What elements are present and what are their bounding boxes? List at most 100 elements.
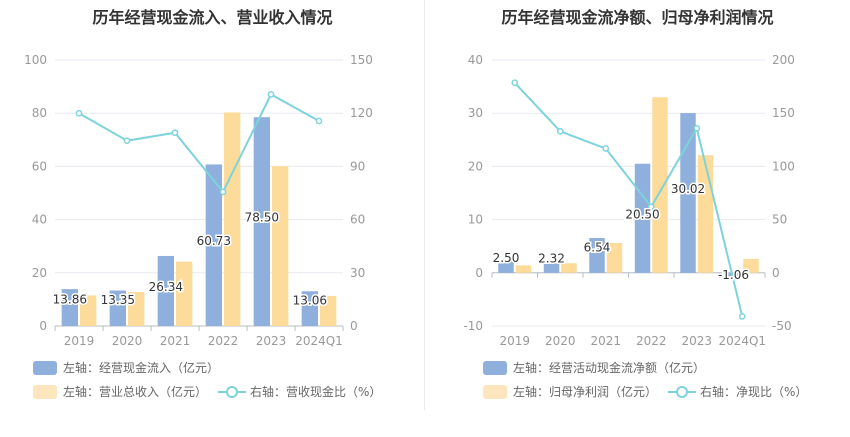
bar-data-label: 13.06 [293,294,327,308]
legend-label: 右轴：营收现金比（%） [250,385,382,399]
legend-revenue-cash-ratio[interactable]: 右轴：营收现金比（%） [218,383,381,400]
x-category-label: 2024Q1 [295,334,343,348]
bar-yellow [272,166,289,326]
y-right-tick-label: 60 [350,213,365,227]
legend-label: 右轴：净现比（%） [700,385,808,399]
x-category-label: 2020 [545,334,576,348]
legend-swatch-yellow [33,384,57,399]
right-chart-panel: 历年经营现金流净额、归母净利润情况 -10 -50 0 0 10 50 20 100 30 150… [425,0,850,437]
right-chart-title: 历年经营现金流净额、归母净利润情况 [501,8,774,27]
x-category-label: 2019 [64,334,95,348]
bar-data-label: 78.50 [245,211,279,225]
left-chart-svg: 0 0 20 30 40 60 60 90 80 120 100 150 2019 2020 2021 202… [24,53,373,348]
y-right-tick-label: -50 [772,319,792,333]
legend-swatch-blue [33,360,57,375]
y-left-tick-label: 40 [468,53,483,67]
bar-data-label: 13.35 [101,293,135,307]
legend-swatch-line [218,385,246,399]
legend-total-revenue[interactable]: 左轴：营业总收入（亿元） [33,383,207,400]
bar-data-label: 26.34 [149,280,183,294]
y-left-tick-label: 20 [468,159,483,173]
ratio-point [738,313,746,320]
ratio-point [75,109,83,117]
bar-yellow [320,295,337,326]
y-right-tick-label: 0 [772,266,780,280]
bar-blue [253,117,270,326]
bar-data-label: 6.54 [584,240,611,254]
bar-blue [680,113,696,273]
bar-yellow [176,261,193,326]
ratio-point [511,79,519,87]
right-chart-svg: -10 -50 0 0 10 50 20 100 30 150 40 200 2019 2020 2021 2… [463,53,795,348]
ratio-line [514,82,744,317]
bar-yellow [561,263,577,273]
bar-blue [205,164,222,326]
legend-net-profit[interactable]: 左轴：归母净利润（亿元） [483,383,657,400]
bar-data-label: 30.02 [671,182,705,196]
legend-net-cash-ratio[interactable]: 右轴：净现比（%） [668,383,807,400]
left-chart-title: 历年经营现金流入、营业收入情况 [92,8,333,27]
y-left-tick-label: 80 [32,106,47,120]
bar-blue [589,238,605,273]
bar-yellow [606,243,623,273]
y-left-tick-label: 30 [468,106,483,120]
x-category-label: 2019 [499,334,530,348]
y-left-tick-label: 10 [468,213,483,227]
ratio-point [602,145,610,152]
x-category-label: 2021 [590,334,621,348]
bar-data-label: 60.73 [197,234,231,248]
bar-blue [157,255,174,326]
bar-blue [61,289,78,326]
bar-data-label: 2.50 [493,251,520,265]
bar-blue [109,290,126,326]
bar-data-label: 20.50 [625,207,659,221]
ratio-point [556,127,564,135]
bar-yellow [652,97,668,273]
ratio-line [78,93,320,194]
y-right-tick-label: 0 [350,319,358,333]
bar-yellow [128,291,145,326]
x-category-label: 2024Q1 [718,334,766,348]
ratio-point [171,129,179,137]
y-left-tick-label: -10 [463,319,483,333]
legend-cash-inflow[interactable]: 左轴：经营现金流入（亿元） [33,359,219,376]
y-right-tick-label: 100 [772,159,795,173]
bar-blue [543,260,560,273]
legend-label: 左轴：归母净利润（亿元） [513,385,658,399]
legend-net-operating-cash[interactable]: 左轴：经营活动现金流净额（亿元） [483,359,705,376]
legend-swatch-line [668,385,696,399]
y-left-tick-label: 0 [475,266,483,280]
y-left-tick-label: 40 [32,213,47,227]
y-right-tick-label: 200 [772,53,795,67]
y-right-tick-label: 150 [350,53,373,67]
bar-data-label: 2.32 [538,252,565,266]
y-left-tick-label: 0 [39,319,47,333]
bar-blue [725,272,742,279]
bar-data-label: 13.86 [53,293,87,307]
y-right-tick-label: 150 [772,106,795,120]
x-category-label: 2022 [636,334,667,348]
y-right-tick-label: 50 [772,213,787,227]
ratio-point [123,137,131,145]
y-right-tick-label: 90 [350,159,365,173]
ratio-point [647,203,655,211]
legend-label: 左轴：营业总收入（亿元） [63,385,208,399]
y-left-tick-label: 100 [24,53,47,67]
legend-label: 左轴：经营活动现金流净额（亿元） [513,361,706,375]
bar-data-label: -1.06 [718,268,749,282]
bar-yellow [697,155,714,273]
legend-label: 左轴：经营现金流入（亿元） [63,361,220,375]
ratio-point [315,117,323,125]
x-category-label: 2023 [256,334,287,348]
bar-blue [498,259,514,273]
bar-yellow [224,112,241,326]
legend-swatch-blue [483,360,507,375]
ratio-point [267,91,275,98]
y-left-tick-label: 20 [32,266,47,280]
x-category-label: 2021 [160,334,191,348]
x-category-label: 2022 [208,334,239,348]
y-left-tick-label: 60 [32,159,47,173]
legend-swatch-yellow [483,384,507,399]
ratio-point [219,188,227,196]
bar-yellow [743,258,759,273]
